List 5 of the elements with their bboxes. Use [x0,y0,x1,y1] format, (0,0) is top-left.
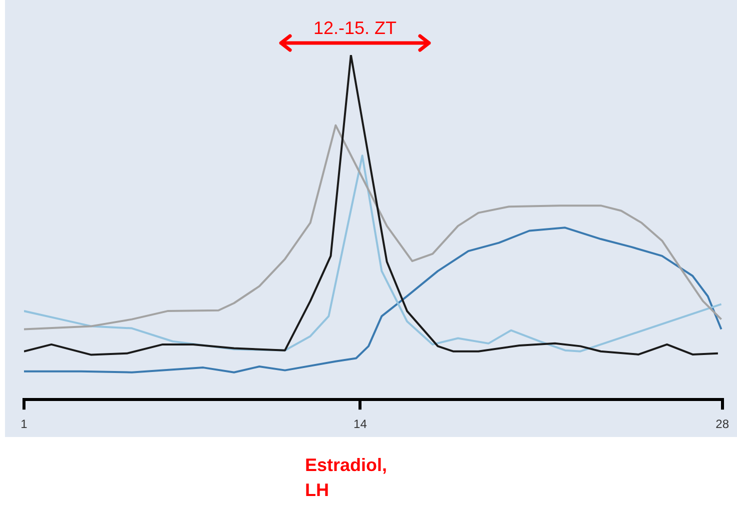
x-tick-label: 28 [716,417,730,432]
x-tick-label: 1 [20,417,28,432]
text: 12.-15. ZT [312,18,398,39]
text: Estradiol, LH [305,454,388,502]
x-tick-label: 14 [354,417,368,432]
